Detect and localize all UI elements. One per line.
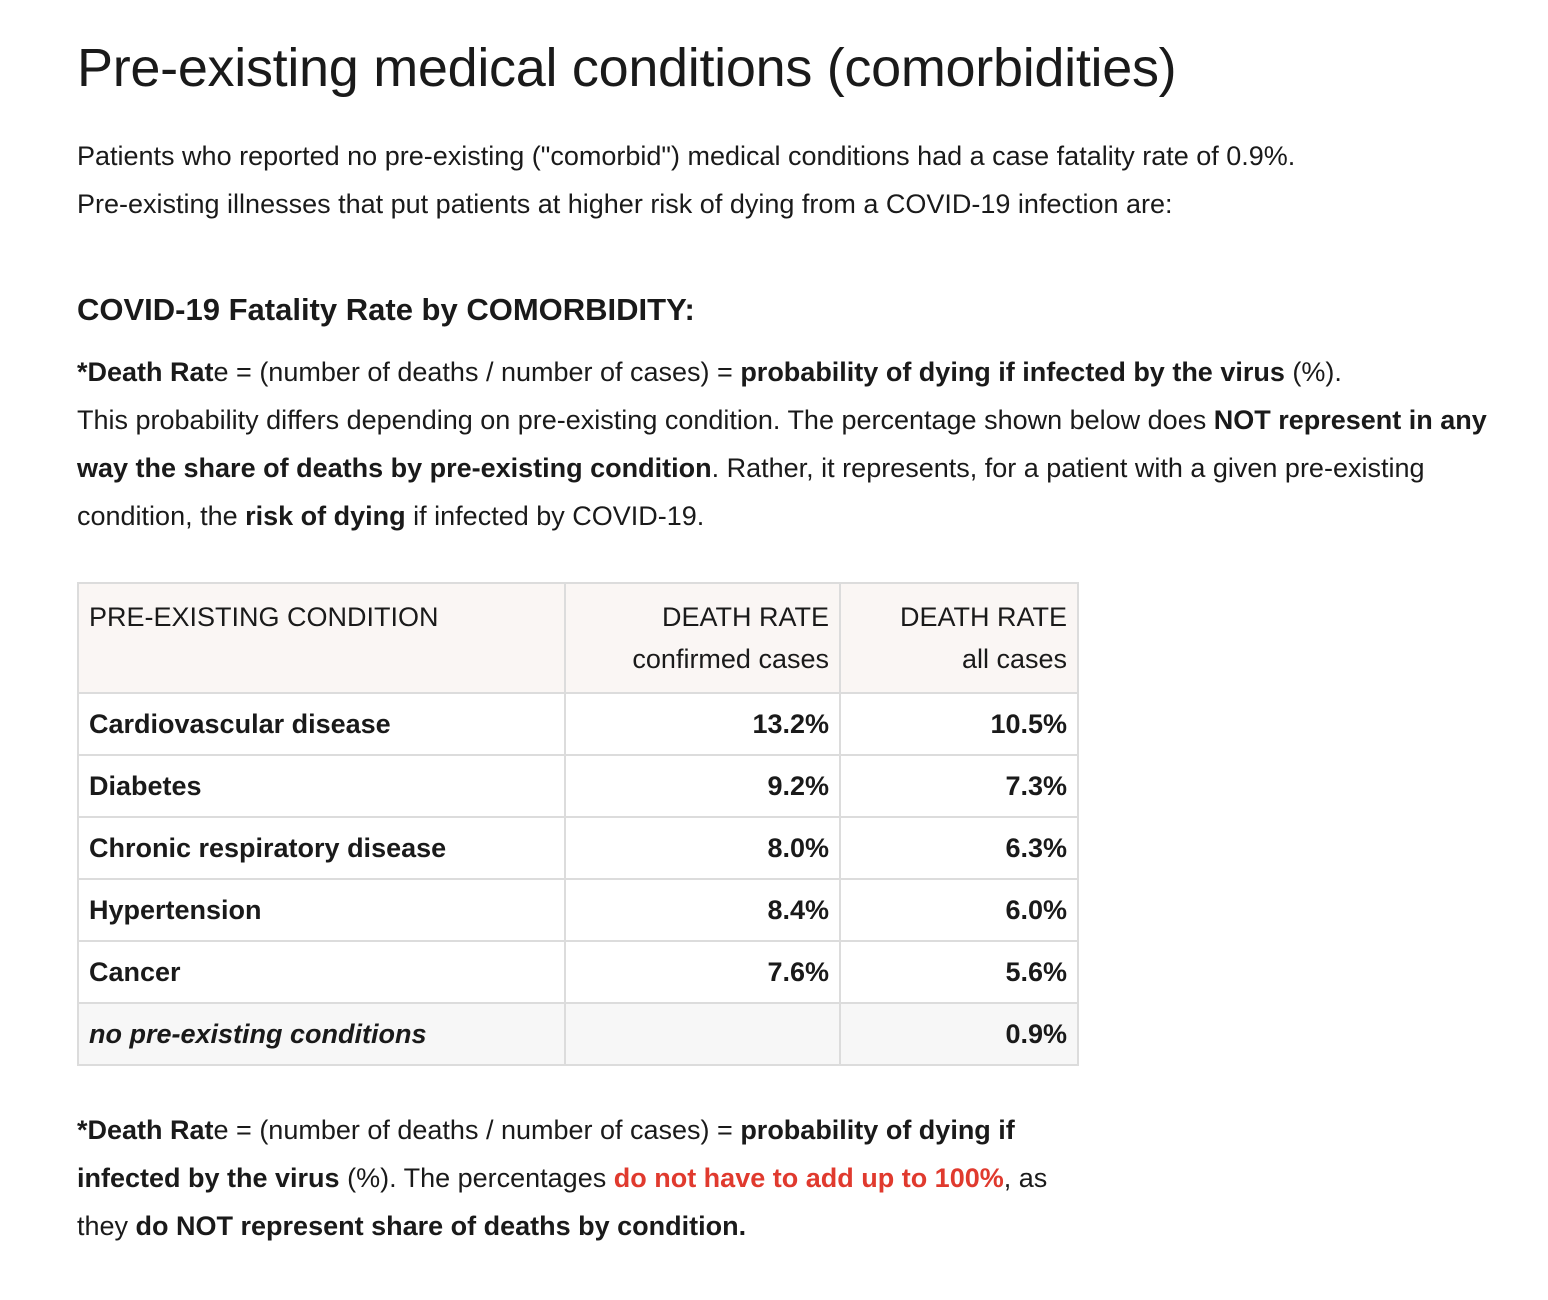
cell-confirmed: 8.4% [564, 878, 841, 942]
footnote-term: *Death Rat [77, 1115, 214, 1145]
definition-text-4: . Rather, it represents, for a patient w… [77, 453, 1425, 531]
comorbidity-table: PRE-EXISTING CONDITION DEATH RATE confir… [77, 582, 1079, 1066]
cell-all: 7.3% [839, 754, 1079, 818]
cell-all: 5.6% [839, 940, 1079, 1004]
cell-all: 6.0% [839, 878, 1079, 942]
footnote-bold-not-share: do NOT represent share of deaths by cond… [135, 1211, 747, 1241]
header-death-rate-confirmed: DEATH RATE confirmed cases [564, 582, 841, 694]
definition-text-5: if infected by COVID-19. [405, 501, 705, 531]
article: Pre-existing medical conditions (comorbi… [77, 38, 1497, 1250]
definition-term: *Death Rat [77, 357, 214, 387]
cell-confirmed [564, 1002, 841, 1066]
table-row: no pre-existing conditions 0.9% [77, 1002, 1079, 1066]
cell-all: 0.9% [839, 1002, 1079, 1066]
cell-condition: Hypertension [77, 878, 566, 942]
cell-condition: Cardiovascular disease [77, 692, 566, 756]
cell-confirmed: 8.0% [564, 816, 841, 880]
cell-condition: Cancer [77, 940, 566, 1004]
header-confirmed-line-1: DEATH RATE [661, 602, 829, 632]
definition-bold-risk: risk of dying [245, 501, 406, 531]
footnote-bold-probability: probability of dying if infected by the … [77, 1115, 1015, 1193]
footnote-text-3: , as they [77, 1163, 1048, 1241]
table-header-row: PRE-EXISTING CONDITION DEATH RATE confir… [77, 582, 1079, 694]
header-condition: PRE-EXISTING CONDITION [77, 582, 566, 694]
section-title: COVID-19 Fatality Rate by COMORBIDITY: [77, 292, 695, 327]
cell-condition: Chronic respiratory disease [77, 816, 566, 880]
table-row: Chronic respiratory disease 8.0% 6.3% [77, 816, 1079, 880]
footnote-text-2: (%). The percentages [339, 1163, 614, 1193]
table-row: Cardiovascular disease 13.2% 10.5% [77, 692, 1079, 756]
header-all-line-2: all cases [961, 644, 1067, 674]
definition-text-2: (%). [1284, 357, 1342, 387]
header-confirmed-line-2: confirmed cases [632, 644, 829, 674]
cell-condition: Diabetes [77, 754, 566, 818]
intro-line-2: Pre-existing illnesses that put patients… [77, 189, 1173, 219]
footnote-text-1: e = (number of deaths / number of cases)… [213, 1115, 741, 1145]
cell-confirmed: 9.2% [564, 754, 841, 818]
intro-line-1: Patients who reported no pre-existing ("… [77, 141, 1296, 171]
footnote-paragraph: *Death Rate = (number of deaths / number… [77, 1106, 1077, 1250]
cell-all: 10.5% [839, 692, 1079, 756]
cell-confirmed: 7.6% [564, 940, 841, 1004]
header-death-rate-all: DEATH RATE all cases [839, 582, 1079, 694]
definition-text-1: e = (number of deaths / number of cases)… [213, 357, 741, 387]
definition-bold-not: NOT represent in any way the share of de… [77, 405, 1487, 483]
header-all-line-1: DEATH RATE [899, 602, 1067, 632]
table-row: Diabetes 9.2% 7.3% [77, 754, 1079, 818]
cell-confirmed: 13.2% [564, 692, 841, 756]
definition-bold-probability: probability of dying if infected by the … [740, 357, 1285, 387]
table-row: Cancer 7.6% 5.6% [77, 940, 1079, 1004]
cell-condition: no pre-existing conditions [77, 1002, 566, 1066]
cell-all: 6.3% [839, 816, 1079, 880]
intro-paragraph: Patients who reported no pre-existing ("… [77, 132, 1497, 228]
page-title: Pre-existing medical conditions (comorbi… [77, 38, 1177, 98]
definition-paragraph: *Death Rate = (number of deaths / number… [77, 348, 1497, 540]
table-row: Hypertension 8.4% 6.0% [77, 878, 1079, 942]
definition-text-3: This probability differs depending on pr… [77, 405, 1214, 435]
footnote-red-warning: do not have to add up to 100% [613, 1163, 1004, 1193]
